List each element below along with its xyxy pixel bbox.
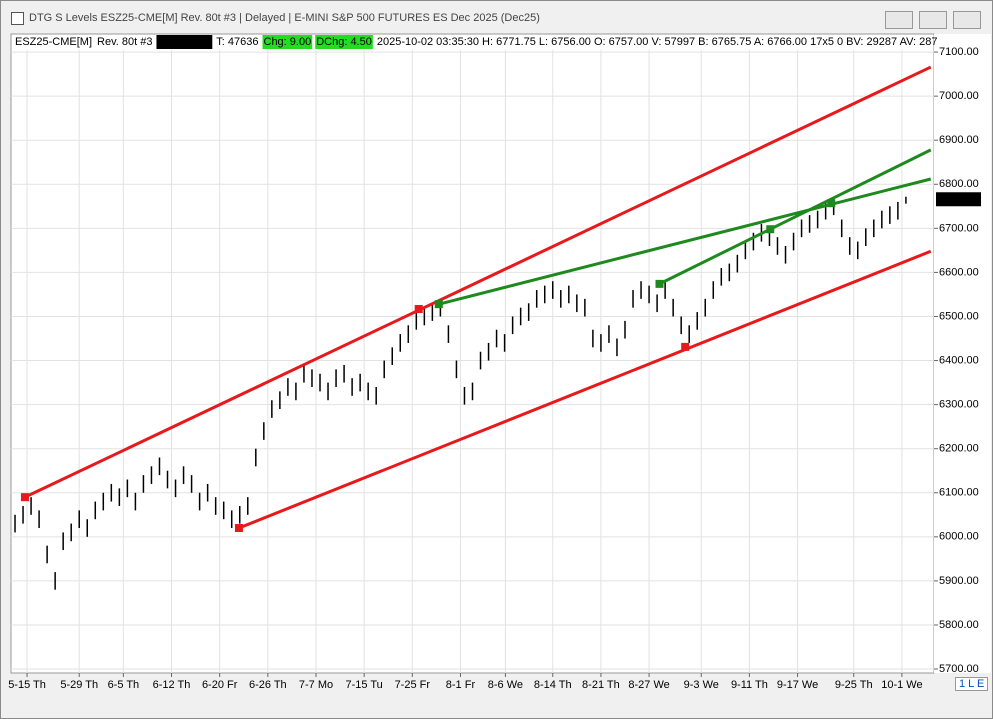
x-tick-label: 5-29 Th <box>60 679 98 691</box>
x-tick-label: 8-27 We <box>628 679 669 691</box>
x-tick-label: 9-3 We <box>684 679 719 691</box>
y-tick-label: 5700.00 <box>939 663 979 675</box>
y-tick-label: 6000.00 <box>939 531 979 543</box>
x-tick-label: 8-21 Th <box>582 679 620 691</box>
info-highlight <box>262 35 313 49</box>
y-tick-label: 5800.00 <box>939 619 979 631</box>
info-field: T: 47636 <box>216 36 258 48</box>
app-icon <box>11 12 24 25</box>
info-highlight <box>156 35 213 49</box>
x-tick-label: 7-7 Mo <box>299 679 333 691</box>
anchor-marker <box>234 524 243 533</box>
y-tick-label: 6500.00 <box>939 310 979 322</box>
y-tick-label: 6900.00 <box>939 134 979 146</box>
info-field: 2025-10-02 03:35:30 H: 6771.75 L: 6756.0… <box>377 36 938 48</box>
x-tick-label: 10-1 We <box>881 679 922 691</box>
x-tick-label: 6-26 Th <box>249 679 287 691</box>
x-tick-label: 8-6 We <box>488 679 523 691</box>
y-tick-label: 6200.00 <box>939 443 979 455</box>
y-tick-label: 6100.00 <box>939 487 979 499</box>
x-tick-label: 7-25 Fr <box>395 679 431 691</box>
trend-line <box>238 249 932 530</box>
x-tick-label: 7-15 Tu <box>345 679 382 691</box>
anchor-marker <box>655 279 664 288</box>
x-tick-label: 5-15 Th <box>8 679 46 691</box>
x-tick-label: 9-25 Th <box>835 679 873 691</box>
anchor-marker <box>434 300 443 309</box>
last-price-label: 6766.00 <box>939 193 979 205</box>
y-tick-label: 6800.00 <box>939 178 979 190</box>
info-field: DChg: 4.50 <box>316 36 372 48</box>
anchor-marker <box>827 199 836 208</box>
corner-box[interactable]: 1 L E <box>955 677 989 691</box>
x-tick-label: 6-20 Fr <box>202 679 238 691</box>
x-tick-label: 9-17 We <box>777 679 818 691</box>
x-tick-label: 9-11 Th <box>731 679 768 691</box>
trend-line <box>658 148 932 286</box>
x-tick-label: 8-14 Th <box>534 679 572 691</box>
trend-line <box>24 65 932 499</box>
anchor-marker <box>20 493 29 502</box>
info-field: Chg: 9.00 <box>264 36 312 48</box>
y-tick-label: 6400.00 <box>939 354 979 366</box>
y-tick-label: 6300.00 <box>939 399 979 411</box>
info-field: C: 6766.00 <box>157 36 211 48</box>
window-title: DTG S Levels ESZ25-CME[M] Rev. 80t #3 | … <box>29 12 540 24</box>
info-field: ESZ25-CME[M] <box>15 36 92 48</box>
title-bar: DTG S Levels ESZ25-CME[M] Rev. 80t #3 | … <box>1 1 992 33</box>
x-tick-label: 8-1 Fr <box>446 679 476 691</box>
y-tick-label: 6700.00 <box>939 222 979 234</box>
anchor-marker <box>681 342 690 351</box>
anchor-marker <box>414 304 423 313</box>
y-tick-label: 6600.00 <box>939 266 979 278</box>
y-tick-label: 7100.00 <box>939 46 979 58</box>
info-field: Rev. 80t #3 <box>97 36 152 48</box>
minimize-button[interactable] <box>885 11 913 29</box>
trend-line <box>438 177 932 306</box>
anchor-marker <box>766 225 775 234</box>
x-tick-label: 6-12 Th <box>153 679 191 691</box>
y-tick-label: 5900.00 <box>939 575 979 587</box>
close-button[interactable] <box>953 11 981 29</box>
y-tick-label: 7000.00 <box>939 90 979 102</box>
restore-button[interactable] <box>919 11 947 29</box>
x-tick-label: 6-5 Th <box>108 679 140 691</box>
last-price-box <box>936 192 981 207</box>
info-highlight <box>315 35 373 49</box>
price-axis <box>934 34 991 673</box>
